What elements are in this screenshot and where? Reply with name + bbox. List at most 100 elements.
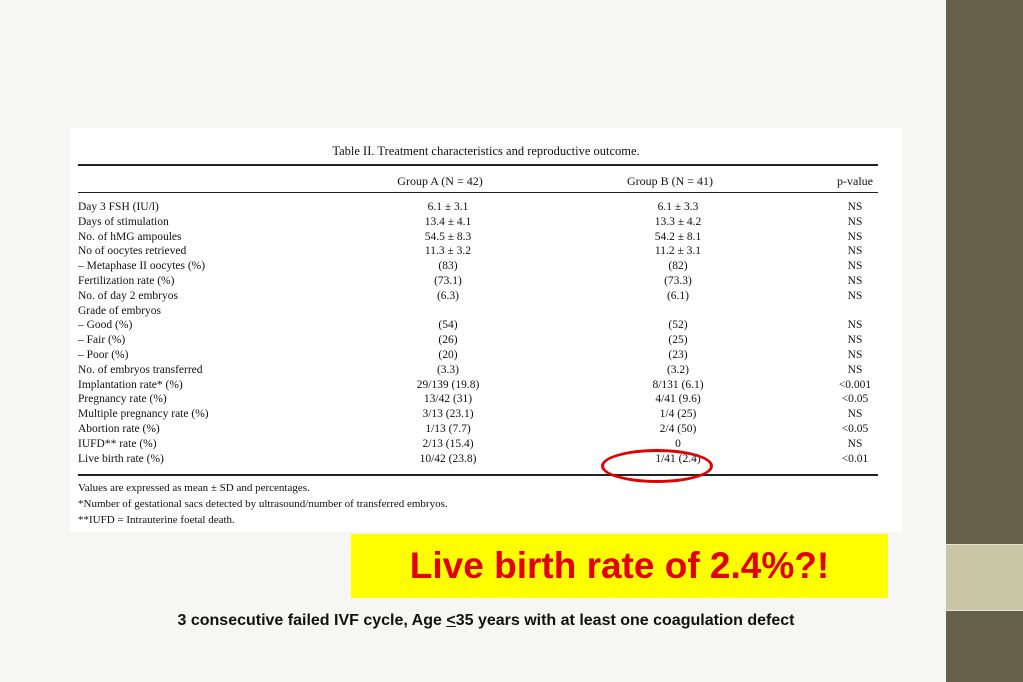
footnote: Values are expressed as mean ± SD and pe…	[78, 482, 310, 494]
table-row: – Good (%) (54) (52) NS	[78, 319, 878, 334]
p-value: NS	[847, 363, 863, 376]
group-a-value: 29/139 (19.8)	[416, 378, 480, 391]
group-b-value: (73.3)	[664, 275, 692, 287]
group-b-value: 13.3 ± 4.2	[654, 215, 702, 228]
group-b-value: 4/41 (9.6)	[655, 393, 701, 406]
group-b-value: (25)	[668, 334, 688, 347]
table-row: No. of embryos transferred (3.3) (3.2) NS	[78, 364, 878, 379]
p-value: NS	[847, 215, 863, 228]
group-a-value: (54)	[438, 319, 458, 332]
table-figure: Table II. Treatment characteristics and …	[70, 128, 902, 532]
group-b-value: 54.2 ± 8.1	[654, 230, 702, 243]
table-row: Day 3 FSH (IU/l) 6.1 ± 3.1 6.1 ± 3.3 NS	[78, 201, 878, 216]
row-label: Fertilization rate (%)	[78, 275, 175, 287]
table-row: IUFD** rate (%) 2/13 (15.4) 0 NS	[78, 438, 878, 453]
p-value: NS	[847, 260, 863, 273]
row-label: Pregnancy rate (%)	[78, 393, 167, 406]
table-row: Multiple pregnancy rate (%) 3/13 (23.1) 1/…	[78, 408, 878, 423]
p-value: NS	[847, 289, 863, 302]
sidebar-dark-top	[946, 0, 1023, 545]
highlight-ellipse	[601, 449, 713, 483]
p-value: NS	[847, 437, 863, 450]
row-label: No. of embryos transferred	[78, 363, 203, 376]
p-value: NS	[847, 319, 863, 332]
group-a-value: (26)	[438, 334, 458, 347]
caption-part: 3 consecutive failed IVF cycle, Age	[177, 612, 447, 629]
header-p-value: p-value	[837, 174, 873, 188]
sidebar-light-band	[946, 545, 1023, 611]
group-b-value: (23)	[668, 349, 688, 361]
p-value: NS	[847, 334, 863, 347]
p-value: <0.01	[841, 452, 869, 465]
group-a-value: 11.3 ± 3.2	[424, 245, 472, 258]
row-label: No of oocytes retrieved	[78, 245, 187, 258]
table-row: – Fair (%) (26) (25) NS	[78, 334, 878, 349]
row-label: Grade of embryos	[78, 304, 162, 317]
row-label: Abortion rate (%)	[78, 423, 160, 435]
row-label: Days of stimulation	[78, 215, 169, 228]
table-row: Fertilization rate (%) (73.1) (73.3) NS	[78, 275, 878, 290]
group-a-value: (6.3)	[436, 289, 460, 302]
group-a-value: 13.4 ± 4.1	[424, 215, 472, 228]
row-label: No. of day 2 embryos	[78, 289, 178, 302]
group-b-value: (3.2)	[666, 363, 690, 376]
p-value: NS	[847, 230, 863, 243]
group-a-value: 10/42 (23.8)	[419, 452, 477, 465]
group-b-value: 6.1 ± 3.3	[657, 201, 699, 213]
p-value: NS	[847, 275, 863, 287]
table-row: No of oocytes retrieved 11.3 ± 3.2 11.2 ± …	[78, 245, 878, 260]
p-value: NS	[847, 349, 863, 361]
p-value: NS	[847, 408, 863, 421]
group-a-value: 13/42 (31)	[423, 393, 473, 406]
header-group-a: Group A (N = 42)	[397, 174, 483, 188]
group-a-value: (20)	[438, 349, 458, 361]
table-header-rule	[78, 192, 878, 193]
group-a-value: 54.5 ± 8.3	[424, 230, 472, 243]
row-label: Day 3 FSH (IU/l)	[78, 201, 159, 213]
table-row: Grade of embryos	[78, 305, 878, 320]
row-label: No. of hMG ampoules	[78, 230, 182, 243]
group-b-value: 8/131 (6.1)	[652, 378, 704, 391]
row-label: – Metaphase II oocytes (%)	[78, 260, 206, 273]
row-label: Multiple pregnancy rate (%)	[78, 408, 209, 421]
row-label: – Good (%)	[78, 319, 133, 332]
bottom-caption: 3 consecutive failed IVF cycle, Age <35 …	[70, 612, 902, 630]
footnote: **IUFD = Intrauterine foetal death.	[78, 514, 235, 526]
p-value: <0.05	[841, 423, 869, 435]
group-b-value: (6.1)	[666, 289, 690, 302]
table-row: Implantation rate* (%) 29/139 (19.8) 8/131…	[78, 379, 878, 394]
p-value: <0.05	[841, 393, 869, 406]
group-a-value: 1/13 (7.7)	[425, 423, 471, 435]
group-b-value: (52)	[668, 319, 688, 332]
footnote: *Number of gestational sacs detected by …	[78, 498, 448, 510]
group-a-value: (73.1)	[434, 275, 462, 287]
table-row: Days of stimulation 13.4 ± 4.1 13.3 ± 4.2 N…	[78, 216, 878, 231]
row-label: Live birth rate (%)	[78, 452, 164, 465]
group-b-value: 1/4 (25)	[659, 408, 697, 421]
group-a-value: 6.1 ± 3.1	[427, 201, 469, 213]
table-row: – Poor (%) (20) (23) NS	[78, 349, 878, 364]
table-row: Abortion rate (%) 1/13 (7.7) 2/4 (50) <0.05	[78, 423, 878, 438]
table-top-rule	[78, 164, 878, 166]
caption-underlined: <	[446, 612, 456, 629]
table-row: No. of hMG ampoules 54.5 ± 8.3 54.2 ± 8.1 N…	[78, 231, 878, 246]
group-a-value: (3.3)	[436, 363, 460, 376]
row-label: – Fair (%)	[78, 334, 126, 347]
callout-text: Live birth rate of 2.4%?!	[409, 545, 830, 586]
group-a-value: (83)	[438, 260, 458, 273]
p-value: <0.001	[838, 378, 872, 391]
row-label: Implantation rate* (%)	[78, 378, 183, 391]
row-label: – Poor (%)	[78, 349, 129, 361]
row-label: IUFD** rate (%)	[78, 437, 157, 450]
p-value: NS	[847, 245, 863, 258]
group-b-value: 0	[675, 437, 681, 450]
sidebar-dark-bottom	[946, 611, 1023, 682]
table-caption: Table II. Treatment characteristics and …	[332, 144, 640, 158]
table-row: – Metaphase II oocytes (%) (83) (82) NS	[78, 260, 878, 275]
table-row: Live birth rate (%) 10/42 (23.8) 1/41 (2.4…	[78, 453, 878, 468]
table-bottom-rule	[78, 474, 878, 476]
caption-part: 35 years with at least one coagulation d…	[455, 612, 795, 629]
table-row: No. of day 2 embryos (6.3) (6.1) NS	[78, 290, 878, 305]
group-a-value: 2/13 (15.4)	[422, 437, 474, 450]
header-group-b: Group B (N = 41)	[626, 174, 714, 188]
